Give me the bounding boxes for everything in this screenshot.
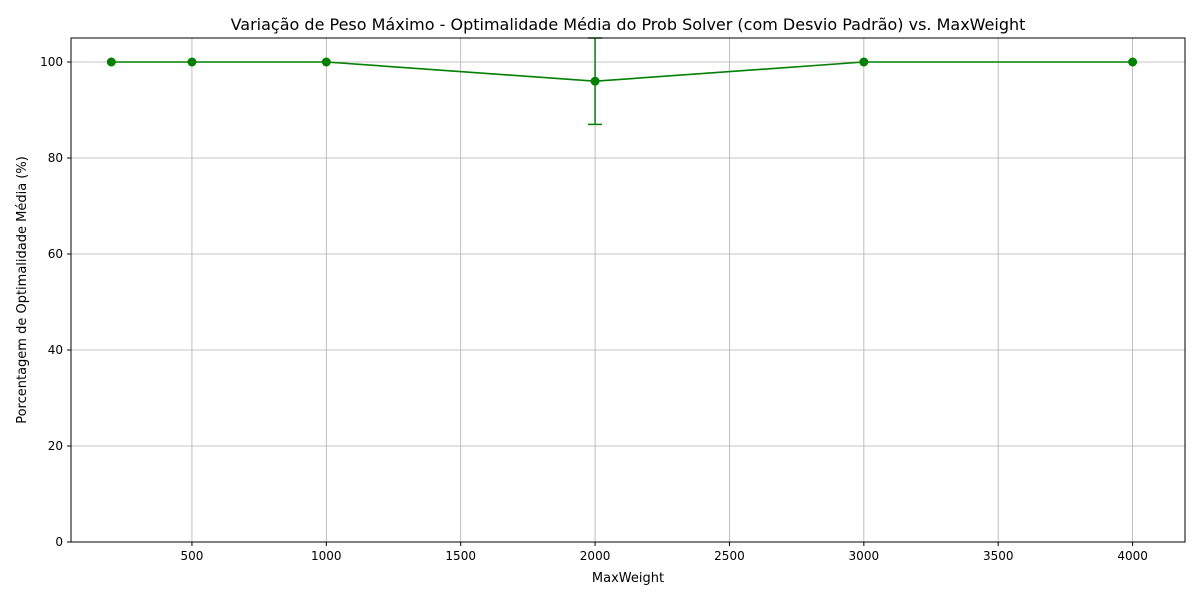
y-axis-label: Porcentagem de Optimalidade Média (%) xyxy=(15,156,30,424)
x-tick-label: 1000 xyxy=(311,549,342,563)
plot-frame xyxy=(70,37,1186,543)
grid-lines xyxy=(71,38,1185,543)
data-point xyxy=(1128,57,1138,67)
y-tick-label: 60 xyxy=(48,247,63,261)
x-tick-label: 2500 xyxy=(714,549,745,563)
x-tick-label: 1500 xyxy=(445,549,476,563)
data-points xyxy=(106,57,1138,86)
chart-title: Variação de Peso Máximo - Optimalidade M… xyxy=(231,15,1026,34)
y-tick-label: 40 xyxy=(48,343,63,357)
x-tick-label: 3000 xyxy=(849,549,880,563)
x-axis-ticks: 500 1000 1500 2000 2500 3000 3500 4000 xyxy=(180,542,1148,563)
data-point xyxy=(859,57,869,67)
x-tick-label: 3500 xyxy=(983,549,1014,563)
y-tick-label: 20 xyxy=(48,439,63,453)
y-tick-label: 0 xyxy=(55,535,63,549)
y-tick-label: 80 xyxy=(48,151,63,165)
y-tick-label: 100 xyxy=(40,55,63,69)
data-point xyxy=(321,57,331,67)
x-tick-label: 500 xyxy=(180,549,203,563)
x-tick-label: 4000 xyxy=(1117,549,1148,563)
series-line xyxy=(111,61,1133,83)
x-tick-label: 2000 xyxy=(580,549,611,563)
series-lines xyxy=(111,61,1133,83)
data-point xyxy=(590,76,600,86)
data-point xyxy=(106,57,116,67)
x-axis-label: MaxWeight xyxy=(592,571,664,586)
y-axis-ticks: 0 20 40 60 80 100 xyxy=(40,55,71,549)
data-point xyxy=(187,57,197,67)
